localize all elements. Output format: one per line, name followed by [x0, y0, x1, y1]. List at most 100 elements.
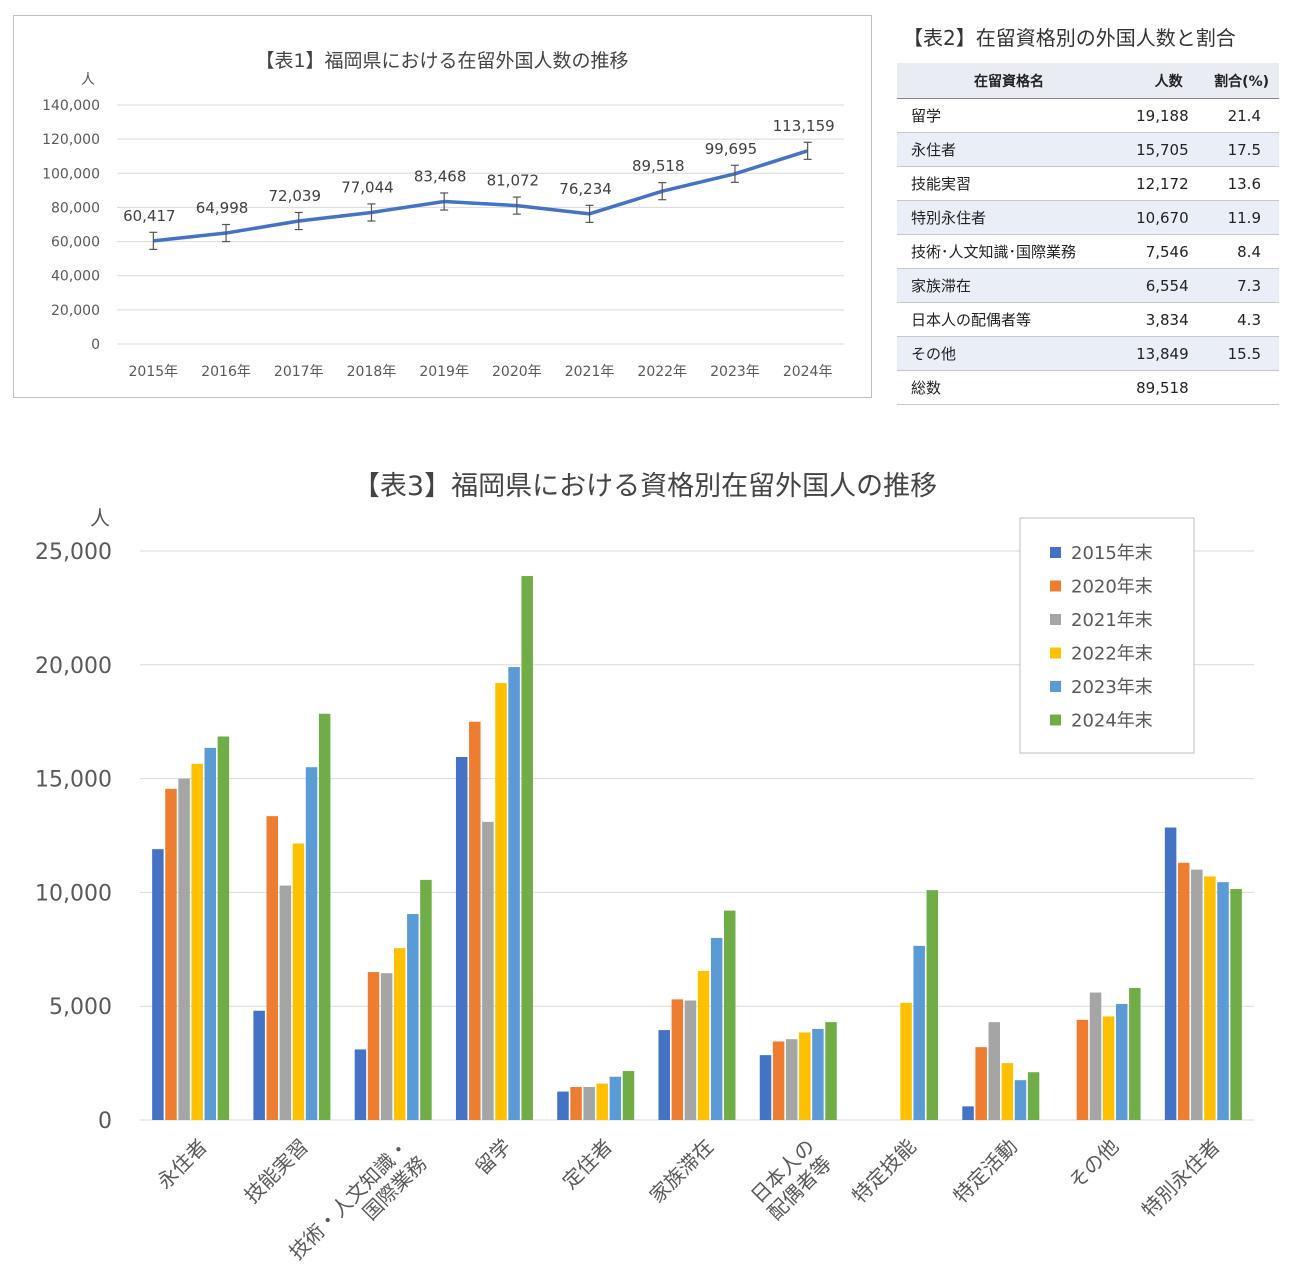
error-bar [585, 204, 594, 223]
table-row: 永住者 15,705 17.5 [897, 132, 1279, 167]
table-row: 技術･人文知識･国際業務 7,546 8.4 [897, 234, 1279, 269]
column-header-percent: 割合(%) [1196, 63, 1279, 99]
cell-percent: 15.5 [1196, 336, 1279, 371]
cell-status-name: 技能実習 [897, 166, 1121, 201]
bar [799, 1032, 811, 1120]
cell-percent [1196, 370, 1279, 405]
x-tick-label: 技能実習 [240, 1134, 314, 1208]
x-tick-label: 2023年 [710, 364, 760, 380]
data-label: 89,518 [632, 157, 685, 175]
x-tick-label: 留学 [470, 1134, 515, 1179]
bar [1076, 1019, 1089, 1120]
bar [1129, 987, 1141, 1120]
bar [420, 879, 432, 1120]
cell-percent: 17.5 [1196, 132, 1279, 167]
data-label: 60,417 [123, 207, 176, 225]
cell-count: 13,849 [1120, 336, 1197, 371]
legend-label: 2015年末 [1071, 543, 1153, 564]
x-tick-label: 特定技能 [847, 1134, 921, 1208]
y-tick-label: 10,000 [35, 881, 112, 906]
cell-count: 6,554 [1120, 268, 1197, 303]
bar [596, 1083, 609, 1120]
bar [354, 1049, 367, 1120]
bar [759, 1055, 772, 1120]
y-tick-label: 80,000 [51, 200, 100, 216]
data-label: 83,468 [414, 168, 467, 186]
bar [217, 736, 230, 1120]
x-tick-label: その他 [1064, 1134, 1123, 1193]
x-tick-label: 特別永住者 [1137, 1134, 1225, 1222]
bar [455, 756, 468, 1120]
y-tick-label: 15,000 [35, 768, 112, 793]
x-tick-label: 家族滞在 [645, 1134, 719, 1208]
bar [318, 713, 331, 1120]
bar [1217, 882, 1229, 1120]
table-row: 日本人の配偶者等 3,834 4.3 [897, 302, 1279, 337]
y-tick-label: 60,000 [51, 235, 100, 251]
column-header-count: 人数 [1120, 63, 1197, 99]
bar [913, 945, 925, 1120]
table-row: その他 13,849 15.5 [897, 336, 1279, 371]
error-bar [730, 164, 739, 183]
cell-count: 10,670 [1120, 200, 1197, 235]
error-bar [149, 231, 158, 250]
legend-label: 2021年末 [1071, 610, 1153, 631]
svg-text:特定技能: 特定技能 [847, 1134, 921, 1208]
table-row: 特別永住者 10,670 11.9 [897, 200, 1279, 235]
cell-status-name: 家族滞在 [897, 268, 1121, 303]
cell-percent: 21.4 [1196, 98, 1279, 133]
data-label: 113,159 [773, 117, 835, 135]
x-tick-label: 2022年 [637, 364, 687, 380]
x-tick-label: 2021年 [565, 364, 615, 380]
bar [710, 937, 723, 1120]
bar [495, 683, 507, 1120]
x-tick-label: 定住者 [558, 1134, 617, 1193]
bar [152, 849, 164, 1120]
cell-percent: 8.4 [1196, 234, 1279, 269]
bar [1102, 1016, 1115, 1120]
bar [825, 1022, 837, 1120]
cell-count: 3,834 [1120, 302, 1197, 337]
bar [407, 914, 419, 1120]
y-tick-label: 20,000 [51, 303, 100, 319]
cell-count: 15,705 [1120, 132, 1197, 167]
x-tick-label: 日本人の配偶者等 [746, 1134, 837, 1225]
y-tick-label: 20,000 [35, 654, 112, 679]
error-bar [294, 211, 303, 231]
bar [1230, 888, 1242, 1120]
table-row: 留学 19,188 21.4 [897, 98, 1279, 133]
bar [962, 1106, 974, 1120]
x-tick-label: 2024年 [783, 364, 833, 380]
x-tick-label: 2017年 [274, 364, 324, 380]
cell-percent: 13.6 [1196, 166, 1279, 201]
y-tick-label: 0 [91, 337, 100, 353]
error-bar [803, 141, 812, 160]
bar [482, 821, 494, 1120]
bar [305, 767, 318, 1120]
y-tick-label: 25,000 [35, 540, 112, 565]
y-tick-label: 140,000 [42, 98, 100, 114]
bar [684, 1000, 697, 1120]
data-label: 64,998 [196, 199, 249, 217]
bar [204, 747, 217, 1120]
bar [557, 1091, 569, 1120]
error-bar [440, 192, 449, 211]
svg-text:その他: その他 [1064, 1134, 1123, 1193]
bar [165, 788, 177, 1120]
bar [1089, 992, 1102, 1120]
svg-text:特定活動: 特定活動 [948, 1134, 1022, 1208]
legend-box [1019, 517, 1195, 754]
cell-count: 7,546 [1120, 234, 1197, 269]
legend-swatch [1050, 547, 1061, 558]
error-bar [222, 223, 231, 243]
x-tick-label: 2019年 [419, 364, 469, 380]
y-tick-label: 40,000 [51, 269, 100, 285]
bar [1115, 1003, 1128, 1120]
bar [812, 1028, 824, 1120]
bar [508, 667, 520, 1120]
svg-text:留学: 留学 [470, 1134, 515, 1179]
bar [975, 1047, 987, 1120]
bar [785, 1039, 798, 1120]
bar [772, 1041, 785, 1120]
